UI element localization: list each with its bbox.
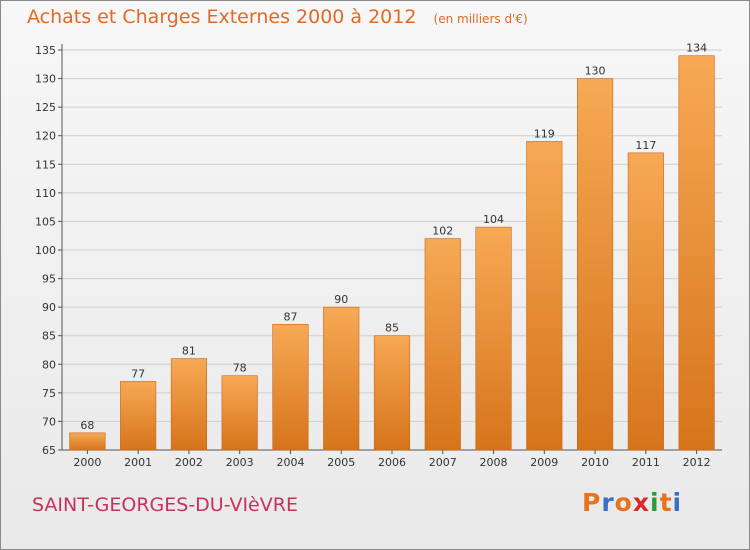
bar <box>577 78 614 451</box>
y-tick-label: 125 <box>35 101 56 114</box>
bar <box>120 381 157 451</box>
logo-letter: t <box>659 488 673 517</box>
bar <box>69 432 106 451</box>
data-label: 85 <box>385 322 399 335</box>
data-label: 104 <box>483 213 504 226</box>
proxiti-logo: Proxiti <box>582 488 682 517</box>
x-tick-label: 2000 <box>73 456 101 469</box>
data-label: 119 <box>534 127 555 140</box>
x-tick-label: 2002 <box>175 456 203 469</box>
logo-letter: x <box>632 488 650 517</box>
bar <box>272 323 309 451</box>
y-tick-label: 75 <box>42 387 56 400</box>
x-tick-label: 2004 <box>276 456 304 469</box>
data-label: 134 <box>686 42 707 55</box>
bar <box>475 226 512 451</box>
y-tick-label: 85 <box>42 330 56 343</box>
bar <box>323 306 360 451</box>
x-tick-label: 2012 <box>683 456 711 469</box>
commune-name: SAINT-GEORGES-DU-VIèVRE <box>32 494 298 516</box>
chart-unit: (en milliers d'€) <box>433 12 528 26</box>
bar <box>170 358 207 451</box>
bar <box>678 55 715 451</box>
y-tick-label: 65 <box>42 444 56 457</box>
data-labels: 68 77 81 78 87 90 85 102 104 119 130 117 134 <box>80 42 707 432</box>
y-tick-label: 95 <box>42 273 56 286</box>
bar <box>627 152 664 451</box>
bars <box>69 55 715 451</box>
data-label: 117 <box>635 139 656 152</box>
y-tick-label: 130 <box>35 73 56 86</box>
data-label: 87 <box>283 310 297 323</box>
y-tick-labels: 65 70 75 80 85 90 95 100 105 110 115 120 125 130 135 <box>35 44 56 457</box>
y-tick-label: 135 <box>35 44 56 57</box>
logo-letter: i <box>672 488 683 517</box>
y-tick-label: 90 <box>42 301 56 314</box>
y-tick-label: 100 <box>35 244 56 257</box>
x-tick-label: 2009 <box>530 456 558 469</box>
x-tick-label: 2011 <box>632 456 660 469</box>
bar <box>373 335 411 451</box>
chart-title: Achats et Charges Externes 2000 à 2012 <box>27 6 417 28</box>
y-tick-label: 70 <box>42 415 56 428</box>
x-tick-label: 2008 <box>480 456 508 469</box>
chart-header: Achats et Charges Externes 2000 à 2012 (… <box>27 6 528 28</box>
data-label: 90 <box>334 293 348 306</box>
logo-letter: r <box>601 488 615 517</box>
data-label: 130 <box>585 65 606 78</box>
logo-letter: P <box>582 488 602 517</box>
y-tick-label: 120 <box>35 130 56 143</box>
y-tick-label: 105 <box>35 215 56 228</box>
x-tick-label: 2003 <box>226 456 254 469</box>
data-label: 78 <box>233 362 247 375</box>
data-label: 102 <box>432 225 453 238</box>
bar <box>526 141 563 451</box>
data-label: 77 <box>131 367 145 380</box>
x-tick-label: 2010 <box>581 456 609 469</box>
y-tick-label: 80 <box>42 358 56 371</box>
x-tick-label: 2005 <box>327 456 355 469</box>
data-label: 68 <box>80 419 94 432</box>
logo-letter: i <box>650 488 660 517</box>
x-tick-label: 2006 <box>378 456 406 469</box>
logo-letter: o <box>614 488 633 517</box>
x-tick-labels: 2000 2001 2002 2003 2004 2005 2006 2007 2008 2009… <box>73 450 711 469</box>
bar <box>221 375 258 451</box>
bar <box>424 238 461 451</box>
x-tick-label: 2001 <box>124 456 152 469</box>
y-tick-label: 115 <box>35 158 56 171</box>
data-label: 81 <box>182 345 196 358</box>
x-tick-label: 2007 <box>429 456 457 469</box>
y-tick-label: 110 <box>35 187 56 200</box>
